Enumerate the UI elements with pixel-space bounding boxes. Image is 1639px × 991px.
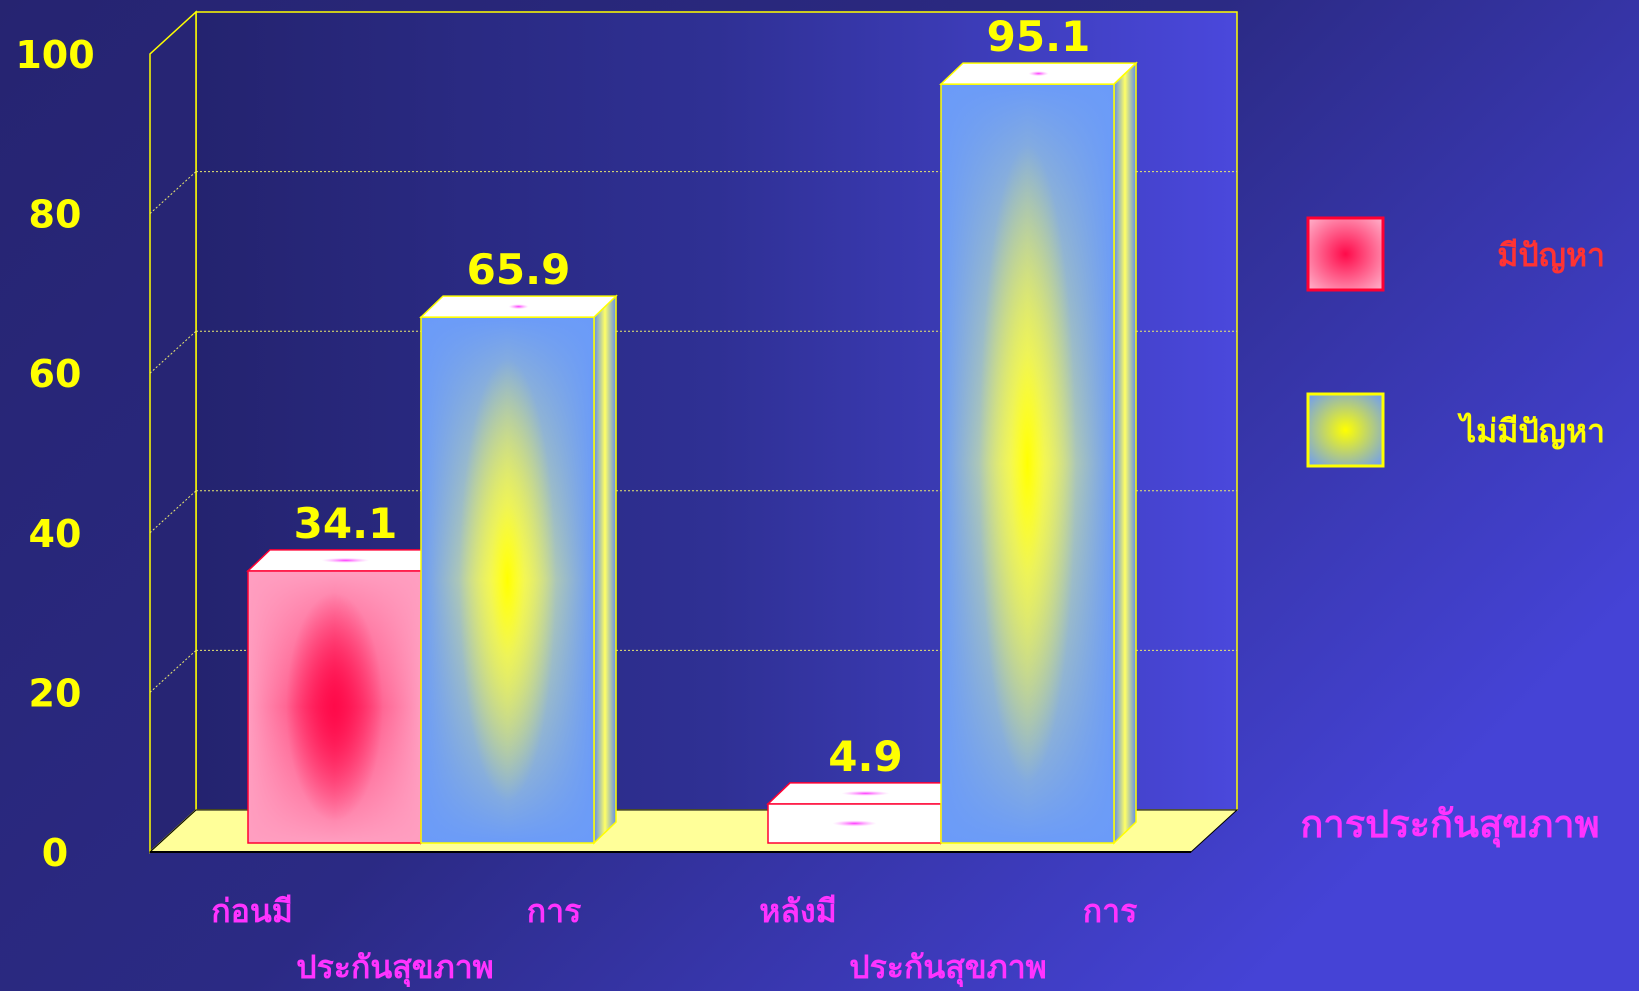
bar [941,63,1136,843]
bar-glow [286,593,383,822]
legend-label: ไม่มีปัญหา [1457,412,1605,450]
bar-top-highlight [842,791,890,796]
bar-side [1114,63,1136,843]
bar [421,296,616,843]
legend-label: มีปัญหา [1497,236,1605,274]
data-label: 65.9 [467,245,571,294]
y-tick-label: 60 [29,352,82,396]
y-tick-label: 40 [29,512,82,556]
bar [248,550,443,843]
category-label-line1-end: การ [527,892,582,930]
bar-side [594,296,616,843]
y-tick-label: 0 [42,831,68,875]
category-label-line1: ก่อนมี [211,892,293,930]
legend-swatch [1308,394,1383,466]
data-label: 95.1 [987,12,1091,61]
bar-top-highlight [509,304,529,309]
y-tick-label: 80 [29,193,82,237]
bar-top-highlight [1029,71,1049,76]
data-label: 34.1 [294,499,398,548]
category-label-line1: หลังมี [759,892,836,930]
category-label-line2: ประกันสุขภาพ [296,948,494,988]
bar-top-highlight [322,558,370,563]
y-tick-label: 100 [15,33,94,77]
category-label-line1-end: การ [1083,892,1138,930]
y-tick-label: 20 [29,671,82,715]
bar-glow [979,145,1076,782]
legend-swatch [1308,218,1383,290]
category-label-line2: ประกันสุขภาพ [849,948,1047,988]
bar-glow [459,359,556,801]
side-wall [150,12,196,852]
bar [768,783,963,843]
x-axis-title: การประกันสุขภาพ [1300,802,1599,848]
bar-highlight [833,820,877,826]
data-label: 4.9 [828,732,902,781]
